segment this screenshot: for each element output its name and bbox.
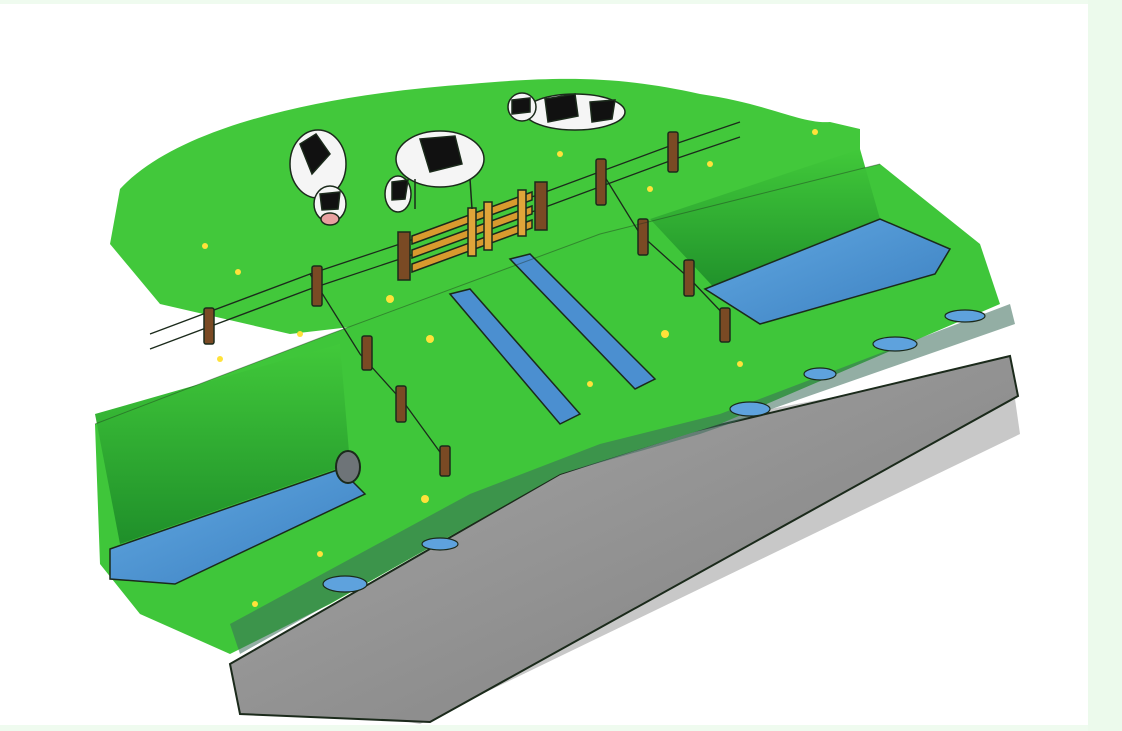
wooden-gate	[397, 181, 548, 281]
illustration	[94, 78, 1020, 724]
runoff-channel	[448, 288, 582, 425]
puddles	[322, 309, 986, 593]
ditch-water-left	[109, 468, 367, 585]
ditch-wall-left	[95, 344, 350, 544]
fence-posts	[203, 131, 731, 477]
cow	[507, 92, 626, 131]
runoff-channel	[508, 253, 657, 390]
muddy-verge	[230, 304, 1015, 654]
right-rail	[1088, 0, 1122, 731]
cow	[384, 130, 485, 213]
cow	[289, 129, 347, 226]
ditch-water-right	[703, 218, 952, 325]
field-outline	[94, 163, 881, 425]
dandelions	[202, 129, 818, 607]
ditch-wall-right	[650, 149, 880, 294]
drainage-pipe	[335, 450, 361, 484]
illustration-canvas	[0, 4, 1088, 725]
